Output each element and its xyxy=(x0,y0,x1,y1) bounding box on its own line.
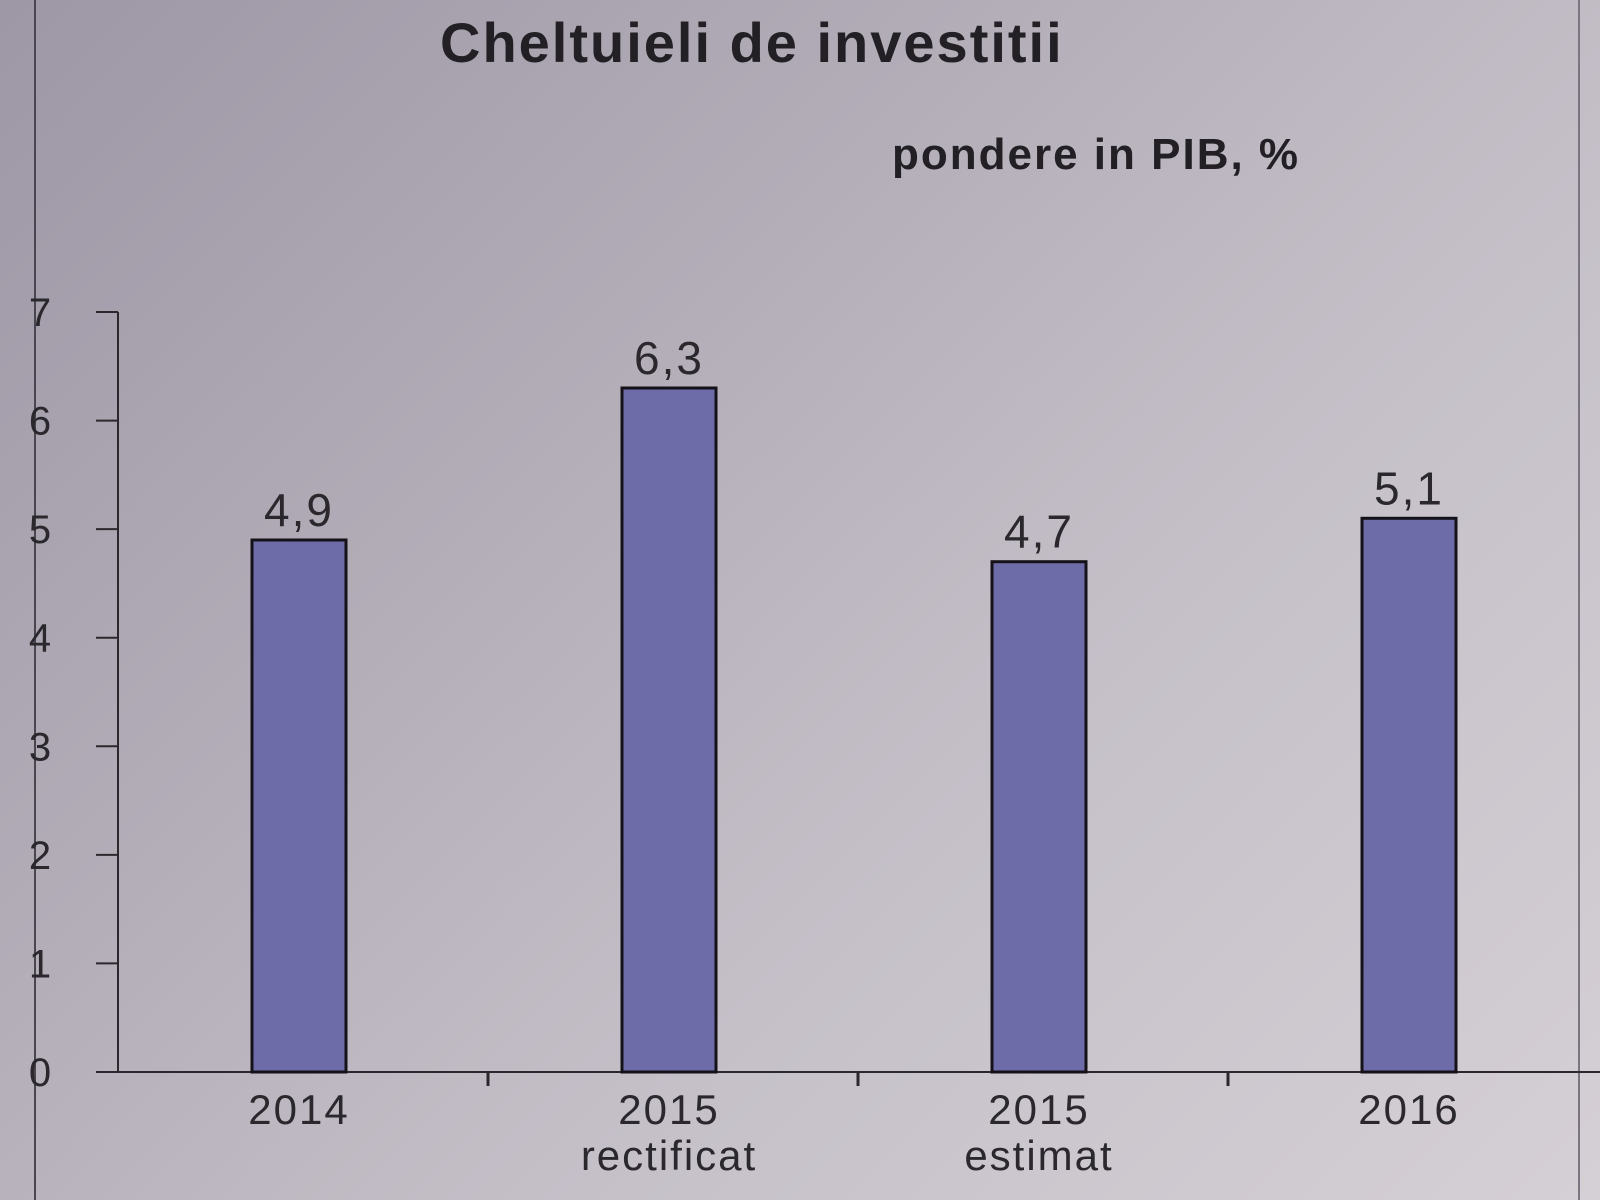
category-label-2-line-0: 2015 xyxy=(988,1086,1089,1133)
y-tick-label: 4 xyxy=(29,617,51,661)
category-label-3-line-0: 2016 xyxy=(1358,1086,1459,1133)
data-label-2: 4,7 xyxy=(1004,506,1074,558)
bar-1 xyxy=(620,386,718,1074)
right-frame-edge xyxy=(1578,0,1580,1200)
bar-3 xyxy=(1360,516,1458,1074)
y-tick-label: 6 xyxy=(29,400,51,444)
data-label-1: 6,3 xyxy=(634,332,704,384)
left-frame-edge xyxy=(34,0,36,1200)
bar-0 xyxy=(250,538,348,1074)
chart-title: Cheltuieli de investitii xyxy=(440,11,1064,74)
category-label-2-line-1: estimat xyxy=(964,1132,1113,1179)
chart-subtitle: pondere in PIB, % xyxy=(892,130,1301,179)
category-label-0-line-0: 2014 xyxy=(248,1086,349,1133)
y-tick-label: 1 xyxy=(29,942,51,986)
y-tick-label: 7 xyxy=(29,291,51,335)
data-label-3: 5,1 xyxy=(1374,462,1444,514)
category-label-1-line-1: rectificat xyxy=(581,1132,757,1179)
y-tick-label: 3 xyxy=(29,725,51,769)
y-tick-label: 2 xyxy=(29,834,51,878)
y-tick-label: 0 xyxy=(29,1051,51,1095)
bar-2 xyxy=(990,560,1088,1074)
category-label-1-line-0: 2015 xyxy=(618,1086,719,1133)
data-label-0: 4,9 xyxy=(264,484,334,536)
y-tick-label: 5 xyxy=(29,508,51,552)
